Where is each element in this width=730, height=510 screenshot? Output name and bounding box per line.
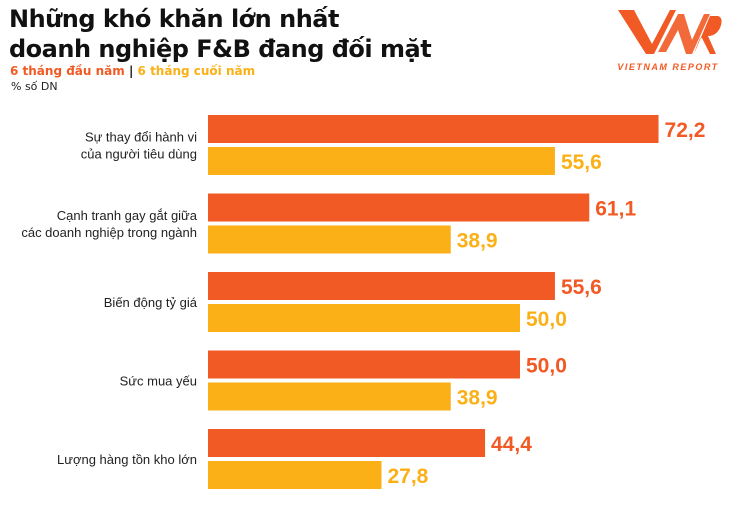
bar xyxy=(208,461,382,489)
category-label: Sức mua yếu xyxy=(120,374,197,389)
value-label: 38,9 xyxy=(457,387,498,410)
value-label: 55,6 xyxy=(561,276,602,299)
bar xyxy=(208,193,590,222)
category-label: Biến động tỷ giá xyxy=(104,295,198,310)
logo-text: VIETNAM REPORT xyxy=(617,62,718,72)
legend-separator: | xyxy=(128,64,134,78)
bar xyxy=(208,225,451,254)
bar xyxy=(208,147,555,175)
category-label: của người tiêu dùng xyxy=(81,147,197,162)
chart-title: Những khó khăn lớn nhất doanh nghiệp F&B… xyxy=(9,4,432,64)
value-label: 50,0 xyxy=(526,355,567,378)
category-label: Cạnh tranh gay gắt giữa xyxy=(57,208,198,223)
bar xyxy=(208,350,520,379)
legend-series-1: 6 tháng đầu năm xyxy=(10,64,125,78)
category-label: Sự thay đổi hành vi xyxy=(85,130,197,145)
bar xyxy=(208,429,486,457)
bar xyxy=(208,304,520,332)
category-label: Lượng hàng tồn kho lớn xyxy=(57,452,197,467)
bar xyxy=(208,382,451,411)
legend: 6 tháng đầu năm | 6 tháng cuối năm xyxy=(10,64,255,78)
value-label: 55,6 xyxy=(561,151,602,174)
value-label: 27,8 xyxy=(387,465,428,488)
bar xyxy=(208,272,555,300)
unit-label: % số DN xyxy=(11,80,58,93)
value-label: 72,2 xyxy=(665,119,706,142)
category-label: các doanh nghiệp trong ngành xyxy=(21,225,197,240)
value-label: 38,9 xyxy=(457,230,498,253)
title-line-1: Những khó khăn lớn nhất xyxy=(9,5,339,33)
title-line-2: doanh nghiệp F&B đang đối mặt xyxy=(9,35,432,63)
vietnam-report-logo: VIETNAM REPORT xyxy=(612,4,724,78)
value-label: 44,4 xyxy=(491,433,532,456)
bar xyxy=(208,115,659,143)
value-label: 61,1 xyxy=(595,198,636,221)
legend-series-2: 6 tháng cuối năm xyxy=(137,64,256,78)
value-label: 50,0 xyxy=(526,308,567,331)
